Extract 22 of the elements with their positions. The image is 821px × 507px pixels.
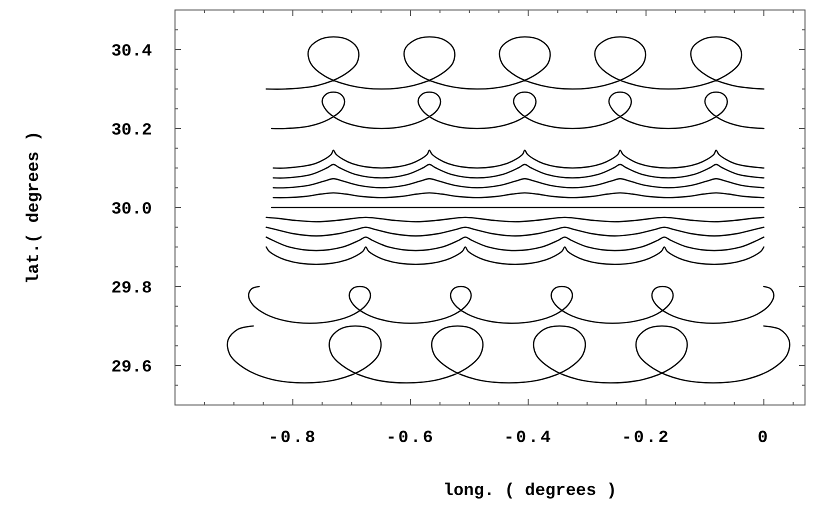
x-tick-label: -0.4 (504, 429, 553, 448)
line-series (227, 325, 790, 384)
y-tick-label: 30.2 (111, 121, 152, 140)
line-series (266, 226, 764, 237)
x-axis-title: long. ( degrees ) (443, 482, 617, 501)
line-series (272, 164, 764, 179)
y-tick-label: 29.8 (111, 279, 152, 298)
x-tick-label: -0.6 (386, 429, 435, 448)
line-series (272, 150, 764, 169)
line-series (272, 178, 764, 188)
y-axis-title: lat.( degrees ) (25, 130, 44, 284)
line-series (248, 286, 774, 324)
x-tick-label: -0.8 (268, 429, 318, 448)
line-series (270, 92, 764, 130)
line-series (266, 36, 764, 90)
line-series (266, 236, 764, 252)
x-tick-label: 0 (758, 429, 770, 448)
line-series (266, 246, 764, 266)
y-tick-label: 30.0 (111, 200, 152, 220)
y-tick-label: 29.6 (111, 358, 152, 378)
x-tick-label: -0.2 (622, 429, 670, 448)
y-tick-label: 30.4 (111, 42, 152, 62)
